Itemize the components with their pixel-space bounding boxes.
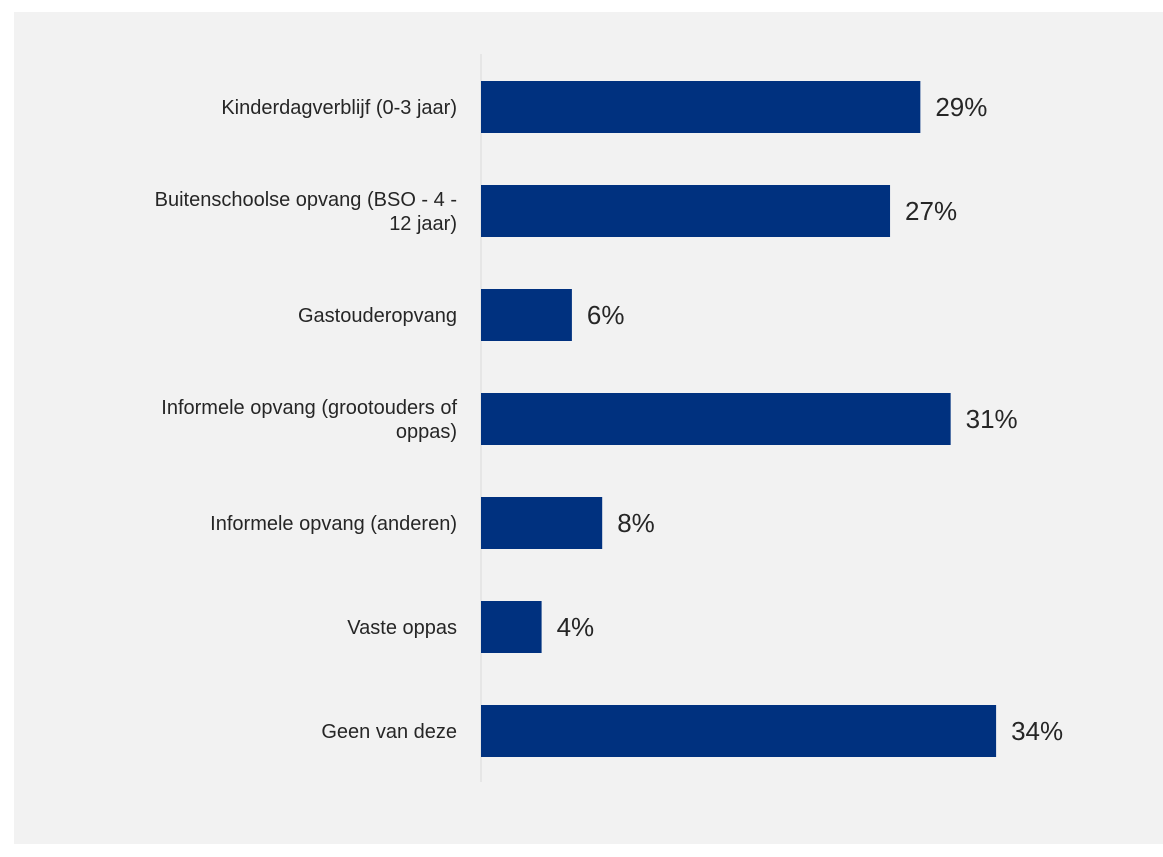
category-label: Informele opvang (anderen) bbox=[210, 513, 457, 535]
category-label: Informele opvang (grootouders of oppas) bbox=[161, 397, 457, 443]
value-label: 27% bbox=[905, 196, 957, 226]
value-label: 8% bbox=[617, 508, 655, 538]
value-label: 34% bbox=[1011, 716, 1063, 746]
category-label-line: Kinderdagverblijf (0-3 jaar) bbox=[221, 97, 457, 119]
category-label: Buitenschoolse opvang (BSO - 4 -12 jaar) bbox=[155, 189, 457, 235]
category-label: Geen van deze bbox=[321, 721, 457, 743]
category-label: Gastouderopvang bbox=[298, 305, 457, 327]
bar bbox=[481, 497, 603, 549]
category-label-line: Vaste oppas bbox=[347, 617, 457, 639]
bar bbox=[481, 393, 951, 445]
category-label: Vaste oppas bbox=[347, 617, 457, 639]
value-label: 4% bbox=[557, 612, 595, 642]
category-label-line: oppas) bbox=[396, 421, 457, 443]
category-label-line: Informele opvang (anderen) bbox=[210, 513, 457, 535]
category-label-line: Geen van deze bbox=[321, 721, 457, 743]
category-label-line: Gastouderopvang bbox=[298, 305, 457, 327]
bar bbox=[481, 185, 891, 237]
value-label: 6% bbox=[587, 300, 625, 330]
category-label-line: 12 jaar) bbox=[389, 213, 457, 235]
value-label: 29% bbox=[935, 92, 987, 122]
bars-group: Kinderdagverblijf (0-3 jaar) 29% Buitensch… bbox=[155, 81, 1063, 757]
category-label-line: Buitenschoolse opvang (BSO - 4 - bbox=[155, 189, 457, 211]
bar-chart: Kinderdagverblijf (0-3 jaar) 29% Buitensch… bbox=[155, 54, 1063, 782]
category-label: Kinderdagverblijf (0-3 jaar) bbox=[221, 97, 457, 119]
bar bbox=[481, 601, 542, 653]
bar bbox=[481, 289, 572, 341]
bar bbox=[481, 705, 997, 757]
chart-canvas: Kinderdagverblijf (0-3 jaar) 29% Buitensch… bbox=[14, 12, 1163, 844]
bar bbox=[481, 81, 921, 133]
value-label: 31% bbox=[966, 404, 1018, 434]
category-label-line: Informele opvang (grootouders of bbox=[161, 397, 457, 419]
